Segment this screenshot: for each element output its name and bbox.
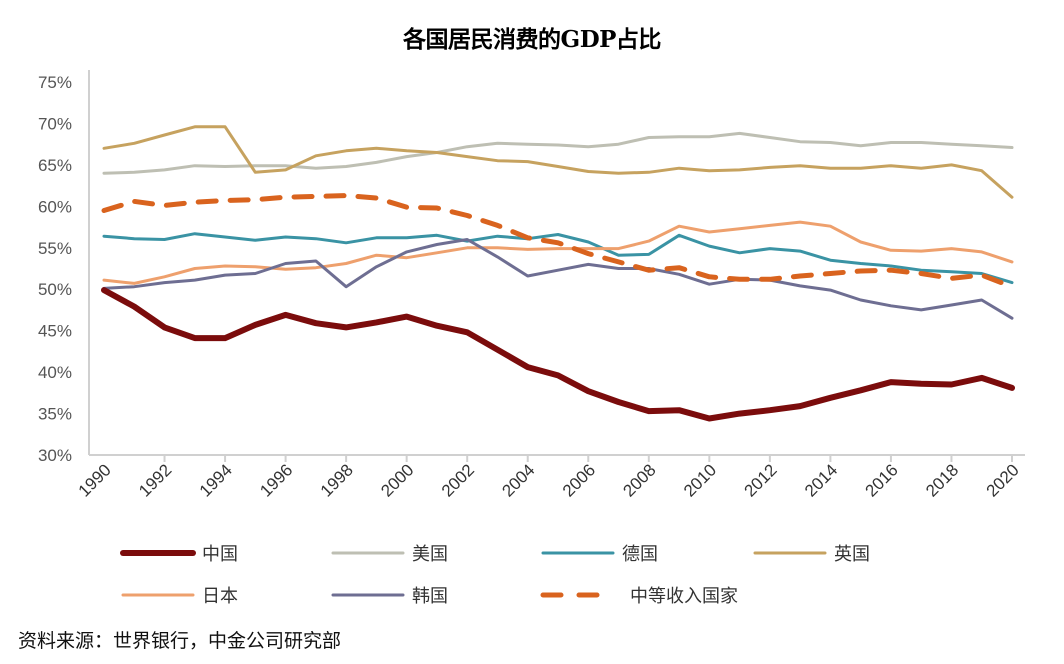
- x-tick-label: 2008: [619, 460, 659, 500]
- x-tick-label: 1998: [317, 460, 357, 500]
- x-tick-label: 2014: [801, 460, 841, 500]
- y-tick-label: 45%: [38, 322, 72, 341]
- x-tick-label: 2018: [922, 460, 962, 500]
- y-tick-label: 65%: [38, 156, 72, 175]
- x-tick-label: 1992: [135, 460, 175, 500]
- y-tick-label: 60%: [38, 197, 72, 216]
- series-line-中国: [101, 287, 1015, 422]
- x-tick-label: 2016: [862, 460, 902, 500]
- axes: 30% 35% 40% 45% 50% 55% 60% 65% 70% 75% 1990 1992 19…: [38, 70, 1025, 501]
- chart-title: 各国居民消费的GDP占比: [403, 26, 661, 53]
- y-tick-label: 40%: [38, 363, 72, 382]
- series-line-英国: [102, 125, 1014, 199]
- y-tick-label: 35%: [38, 405, 72, 424]
- source-note: 资料来源：世界银行，中金公司研究部: [18, 630, 342, 652]
- x-tick-label: 2020: [983, 460, 1023, 500]
- series-line-美国: [102, 131, 1014, 175]
- y-tick-label: 75%: [38, 73, 72, 92]
- series-line-中等收入国家: [101, 193, 1015, 290]
- series-layer: [101, 125, 1015, 422]
- line-chart: 30% 35% 40% 45% 50% 55% 60% 65% 70% 75% 1990 1992 19…: [38, 70, 1025, 501]
- y-tick-label: 55%: [38, 239, 72, 258]
- x-tick-label: 2004: [498, 460, 538, 500]
- series-line-日本: [102, 220, 1014, 285]
- x-tick-label: 2010: [680, 460, 720, 500]
- x-tick-label: 2012: [741, 460, 781, 500]
- x-tick-label: 2000: [377, 460, 417, 500]
- y-tick-label: 50%: [38, 280, 72, 299]
- x-tick-label: 2002: [438, 460, 478, 500]
- x-tick-label: 1996: [256, 460, 296, 500]
- x-tick-label: 2006: [559, 460, 599, 500]
- y-tick-label: 70%: [38, 114, 72, 133]
- series-line-韩国: [102, 238, 1014, 320]
- series-line-德国: [102, 232, 1014, 285]
- x-tick-label: 1994: [196, 460, 236, 500]
- y-tick-label: 30%: [38, 446, 72, 465]
- x-tick-label: 1990: [75, 460, 115, 500]
